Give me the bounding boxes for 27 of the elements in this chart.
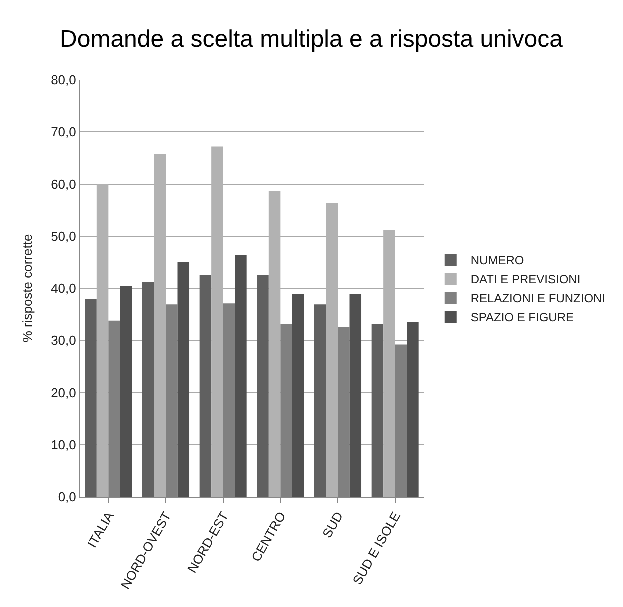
bar xyxy=(200,275,212,497)
bar xyxy=(235,255,247,497)
legend-label: DATI E PREVISIONI xyxy=(470,272,581,287)
bar xyxy=(142,282,154,497)
y-tick-label: 60,0 xyxy=(51,176,76,192)
bar xyxy=(350,294,362,497)
y-tick-label: 30,0 xyxy=(51,333,76,348)
bar xyxy=(120,286,132,497)
y-tick-label: 20,0 xyxy=(51,385,76,400)
bar xyxy=(372,324,384,497)
bar xyxy=(314,304,326,497)
chart-title: Domande a scelta multipla e a risposta univoca xyxy=(60,26,564,54)
bar xyxy=(85,299,97,497)
bar xyxy=(292,294,304,497)
y-tick-label: 50,0 xyxy=(51,228,76,244)
legend-label: RELAZIONI E FUNZIONI xyxy=(470,292,606,306)
bar xyxy=(407,322,419,497)
y-tick-label: 10,0 xyxy=(51,437,76,452)
y-tick-label: 70,0 xyxy=(51,124,76,140)
y-tick-label: 0,0 xyxy=(58,490,76,505)
legend-label: SPAZIO E FIGURE xyxy=(470,310,574,325)
y-axis-title: % risposte corrette xyxy=(20,234,36,343)
bar xyxy=(178,262,190,497)
y-tick-label: 40,0 xyxy=(51,281,76,296)
legend-label: NUMERO xyxy=(470,254,524,268)
bar xyxy=(257,275,269,497)
y-tick-label: 80,0 xyxy=(51,72,76,88)
